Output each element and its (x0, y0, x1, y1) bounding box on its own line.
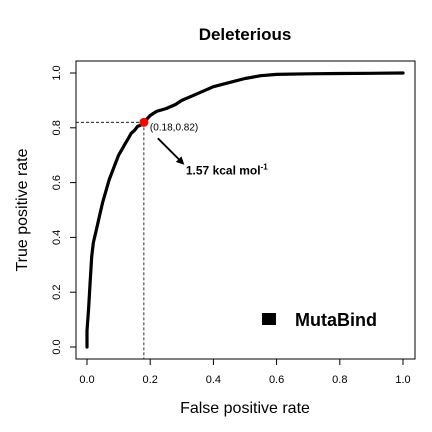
y-axis: 0.0 0.2 0.4 0.6 0.8 1.0 (51, 65, 76, 355)
annotation-arrow (157, 137, 185, 165)
x-tick-label: 0.4 (206, 374, 221, 386)
chart-title: Deleterious (199, 25, 292, 44)
x-tick-label: 0.0 (79, 374, 94, 386)
threshold-annotation-text: 1.57 kcal mol (186, 163, 261, 177)
y-tick-label: 0.2 (51, 285, 63, 300)
x-tick-label: 1.0 (395, 374, 410, 386)
legend-label: MutaBind (295, 310, 377, 330)
plot-frame (75, 60, 416, 360)
y-tick-label: 1.0 (51, 65, 63, 80)
x-tick-label: 0.6 (269, 374, 284, 386)
legend-swatch (262, 313, 276, 325)
x-axis-label: False positive rate (180, 400, 310, 417)
y-tick-label: 0.8 (51, 120, 63, 135)
highlight-point (139, 117, 149, 127)
highlight-point-label: (0.18,0.82) (150, 122, 198, 133)
threshold-annotation-superscript: -1 (261, 162, 269, 171)
y-tick-label: 0.4 (51, 230, 63, 245)
x-axis: 0.0 0.2 0.4 0.6 0.8 1.0 (79, 359, 411, 386)
series-line-mutabind (85, 71, 405, 349)
threshold-annotation: 1.57 kcal mol-1 (186, 162, 268, 177)
y-tick-label: 0.6 (51, 175, 63, 190)
x-tick-label: 0.8 (332, 374, 347, 386)
y-tick-label: 0.0 (51, 339, 63, 354)
legend: MutaBind (262, 310, 377, 330)
x-tick-label: 0.2 (143, 374, 158, 386)
threshold-guides (76, 121, 145, 359)
y-axis-label: True positive rate (14, 148, 31, 271)
